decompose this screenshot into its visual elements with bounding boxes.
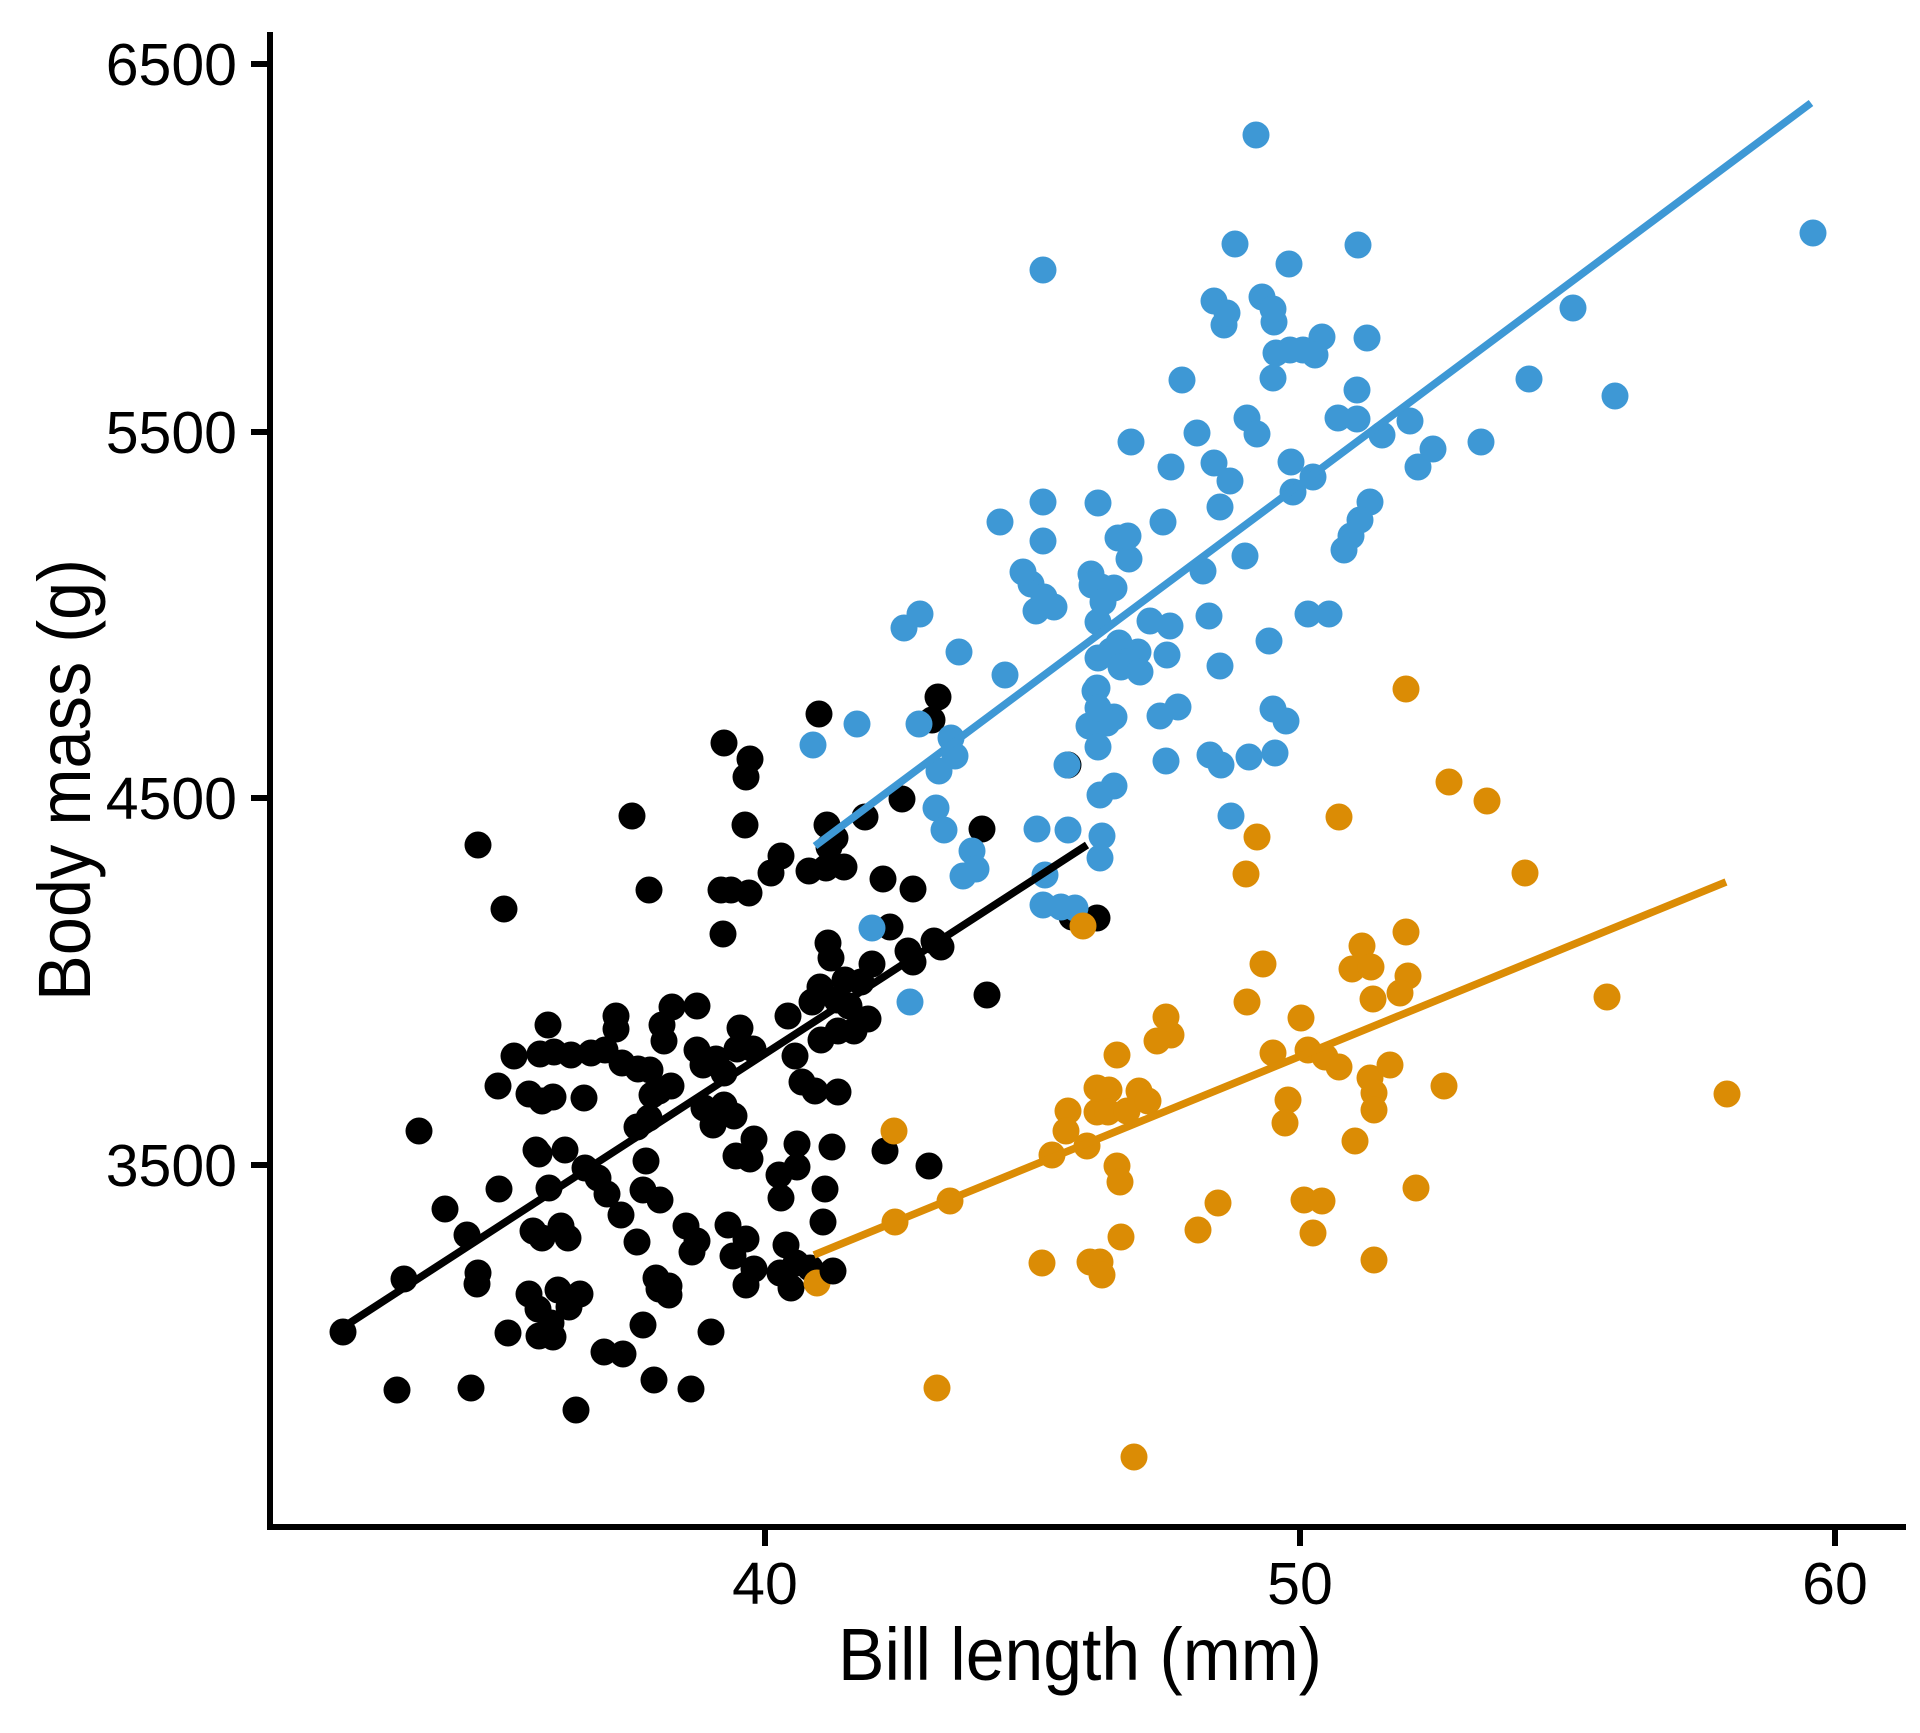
svg-text:40: 40	[732, 1551, 798, 1617]
svg-text:5500: 5500	[106, 400, 237, 466]
svg-text:50: 50	[1267, 1551, 1333, 1617]
svg-text:Bill length (mm): Bill length (mm)	[838, 1613, 1322, 1696]
svg-text:4500: 4500	[106, 766, 237, 832]
svg-text:3500: 3500	[106, 1133, 237, 1199]
svg-text:60: 60	[1802, 1551, 1868, 1617]
svg-text:6500: 6500	[106, 32, 237, 98]
svg-text:Body mass (g): Body mass (g)	[23, 559, 106, 1001]
